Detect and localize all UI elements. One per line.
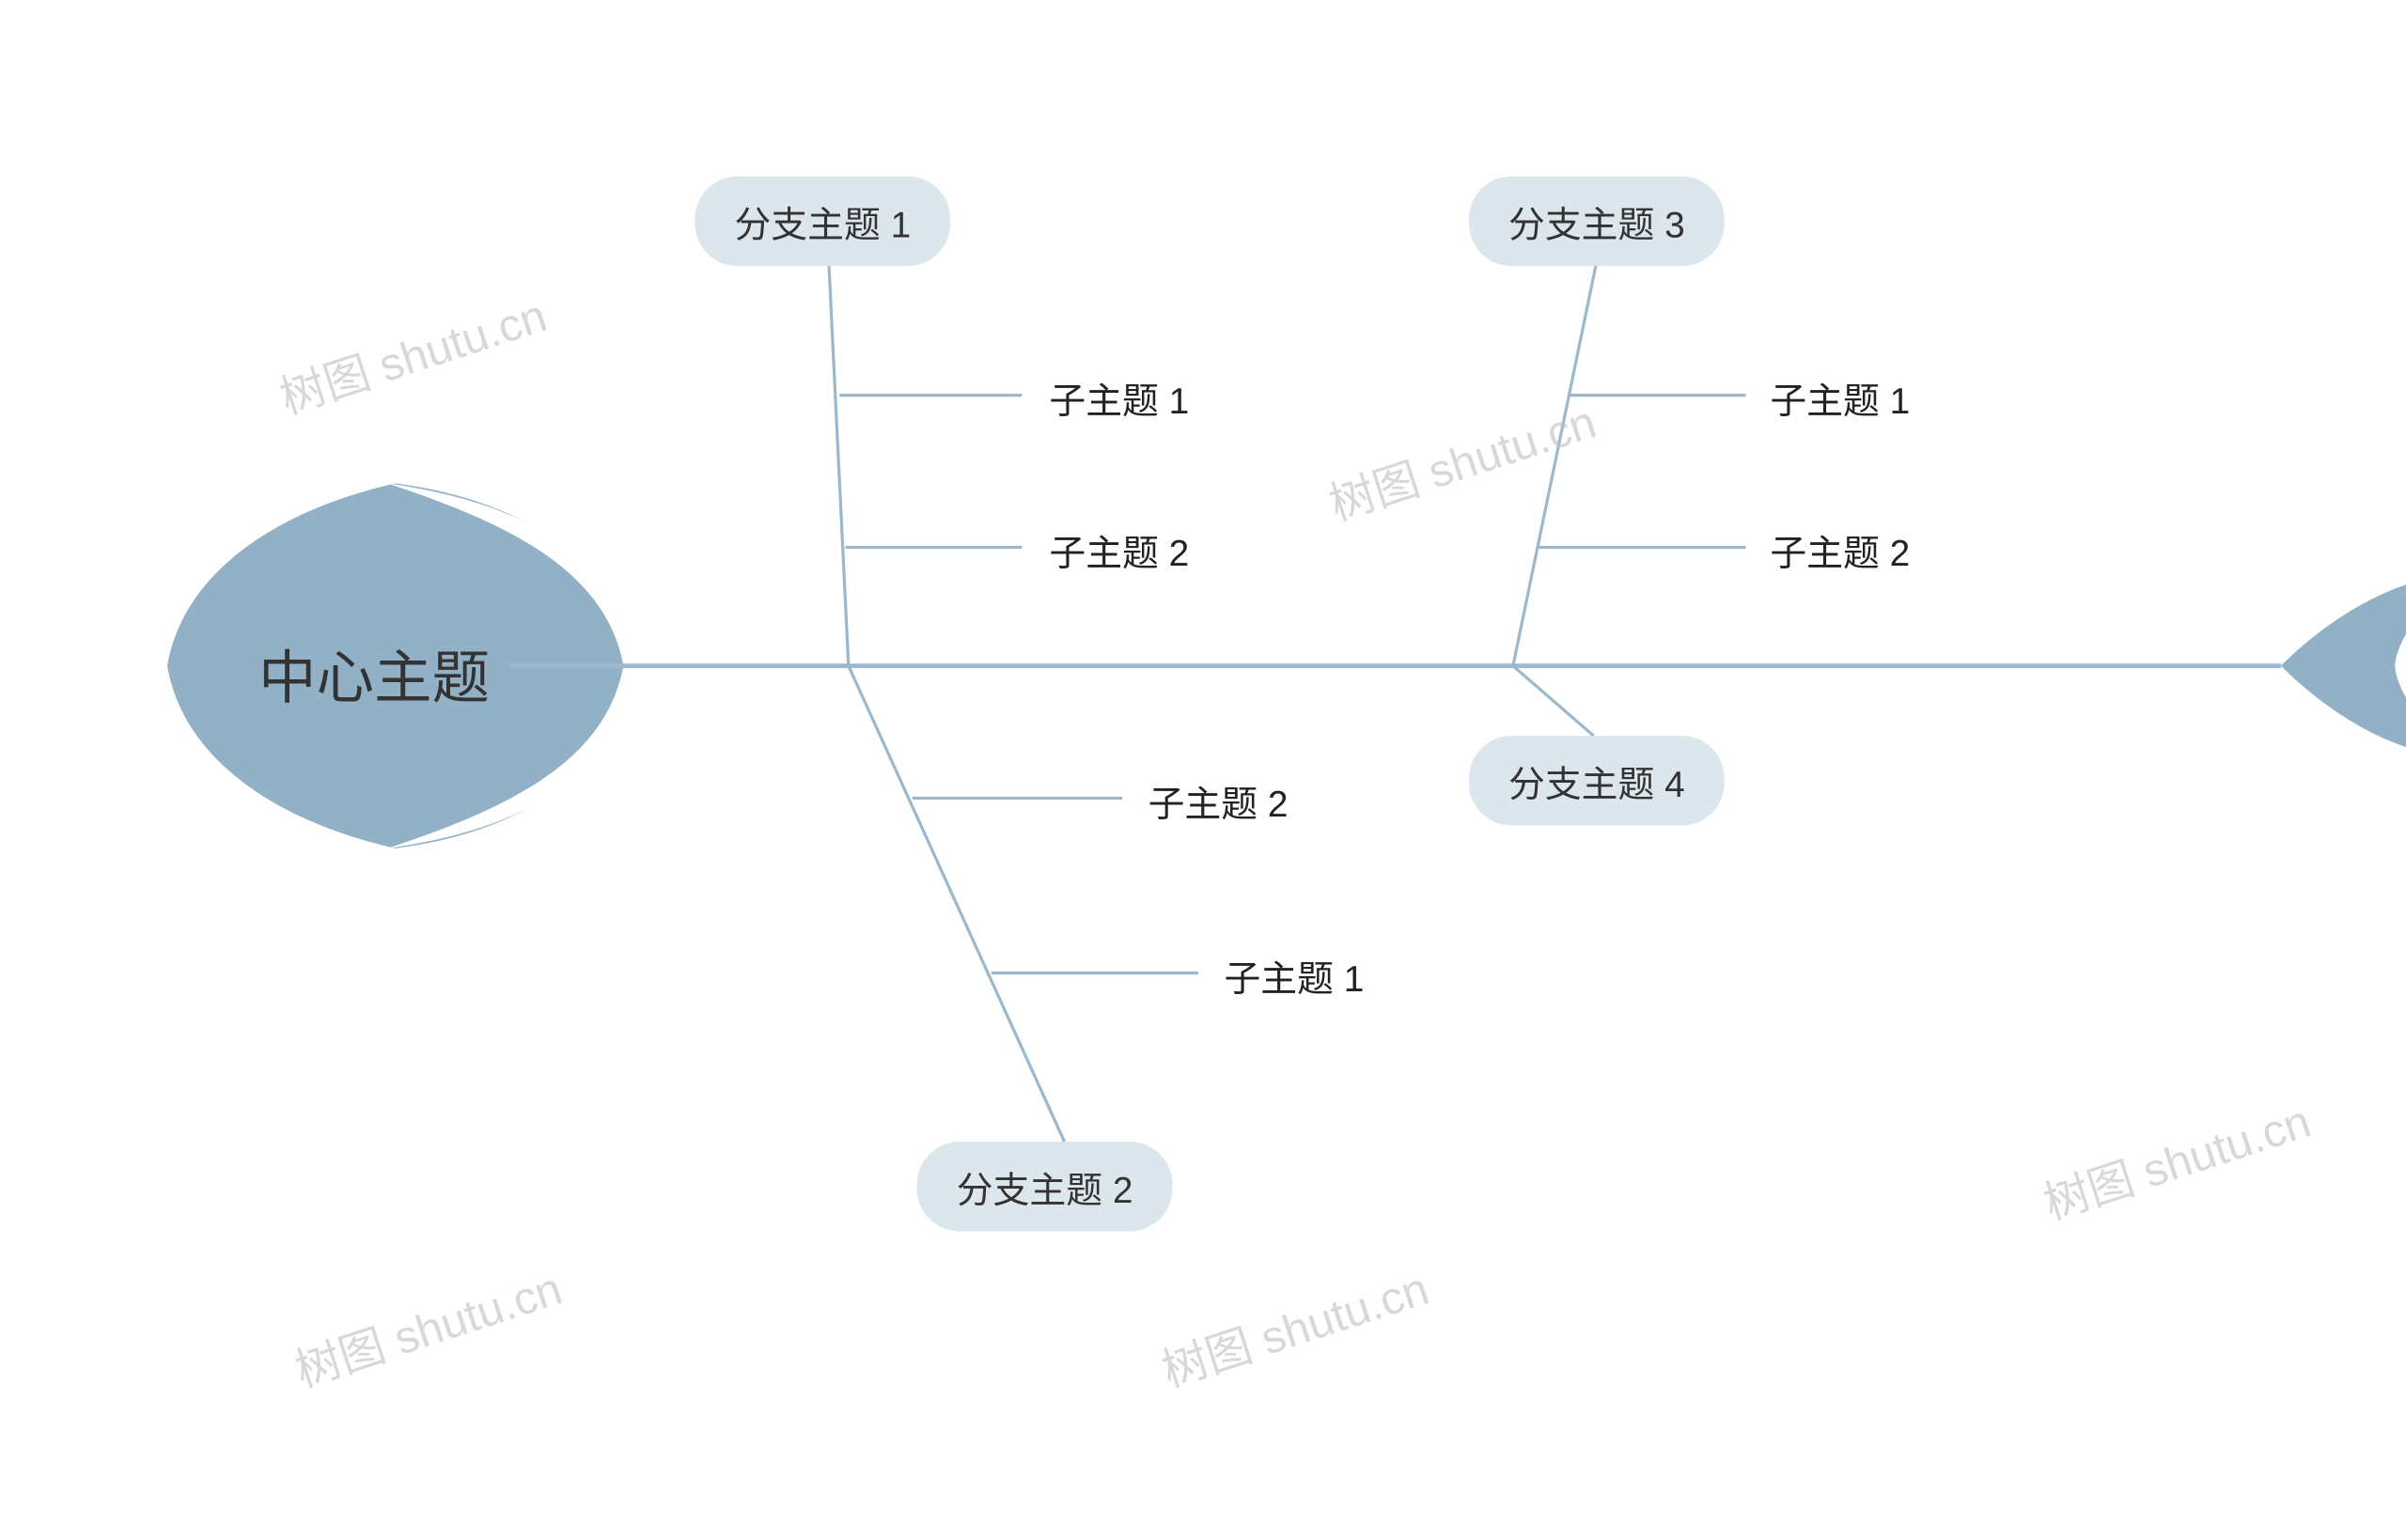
sub-topic-text: 子主题 1 bbox=[1049, 371, 1189, 425]
branch2-bone bbox=[849, 666, 1065, 1142]
fishbone-canvas: 中心主题 分支主题 1 分支主题 2 分支主题 3 分支主题 4 子主题 1 子… bbox=[0, 0, 2406, 1540]
sub-topic-text: 子主题 1 bbox=[1224, 949, 1364, 1003]
branch3-bone bbox=[1513, 261, 1597, 665]
branch-topic-1[interactable]: 分支主题 1 bbox=[695, 177, 950, 266]
watermark: 树图 shutu.cn bbox=[2034, 1084, 2318, 1234]
branch1-bone bbox=[829, 261, 849, 665]
sub-topic[interactable]: 子主题 2 bbox=[1049, 523, 1189, 577]
branch-label: 分支主题 4 bbox=[1508, 754, 1685, 808]
sub-topic[interactable]: 子主题 1 bbox=[1770, 371, 1910, 425]
watermark: 树图 shutu.cn bbox=[270, 278, 554, 428]
branch-topic-2[interactable]: 分支主题 2 bbox=[917, 1142, 1173, 1231]
branch-label: 分支主题 2 bbox=[957, 1160, 1133, 1214]
branch-topic-3[interactable]: 分支主题 3 bbox=[1469, 177, 1725, 266]
branch4-bone bbox=[1513, 666, 1594, 736]
sub-topic-text: 子主题 2 bbox=[1770, 523, 1910, 577]
sub-topic[interactable]: 子主题 2 bbox=[1148, 774, 1289, 828]
watermark: 树图 shutu.cn bbox=[286, 1252, 570, 1401]
watermark: 树图 shutu.cn bbox=[1320, 384, 1603, 534]
sub-topic[interactable]: 子主题 1 bbox=[1224, 949, 1364, 1003]
sub-topic[interactable]: 子主题 1 bbox=[1049, 371, 1189, 425]
watermark: 树图 shutu.cn bbox=[1152, 1252, 1436, 1401]
fish-tail-shape bbox=[2281, 575, 2406, 757]
branch-topic-4[interactable]: 分支主题 4 bbox=[1469, 736, 1725, 825]
center-topic-text: 中心主题 bbox=[258, 647, 490, 711]
branch-label: 分支主题 1 bbox=[734, 194, 911, 248]
branch-label: 分支主题 3 bbox=[1508, 194, 1685, 248]
sub-topic[interactable]: 子主题 2 bbox=[1770, 523, 1910, 577]
sub-topic-text: 子主题 1 bbox=[1770, 371, 1910, 425]
center-topic[interactable]: 中心主题 bbox=[258, 630, 490, 714]
sub-topic-text: 子主题 2 bbox=[1148, 774, 1289, 828]
sub-topic-text: 子主题 2 bbox=[1049, 523, 1189, 577]
